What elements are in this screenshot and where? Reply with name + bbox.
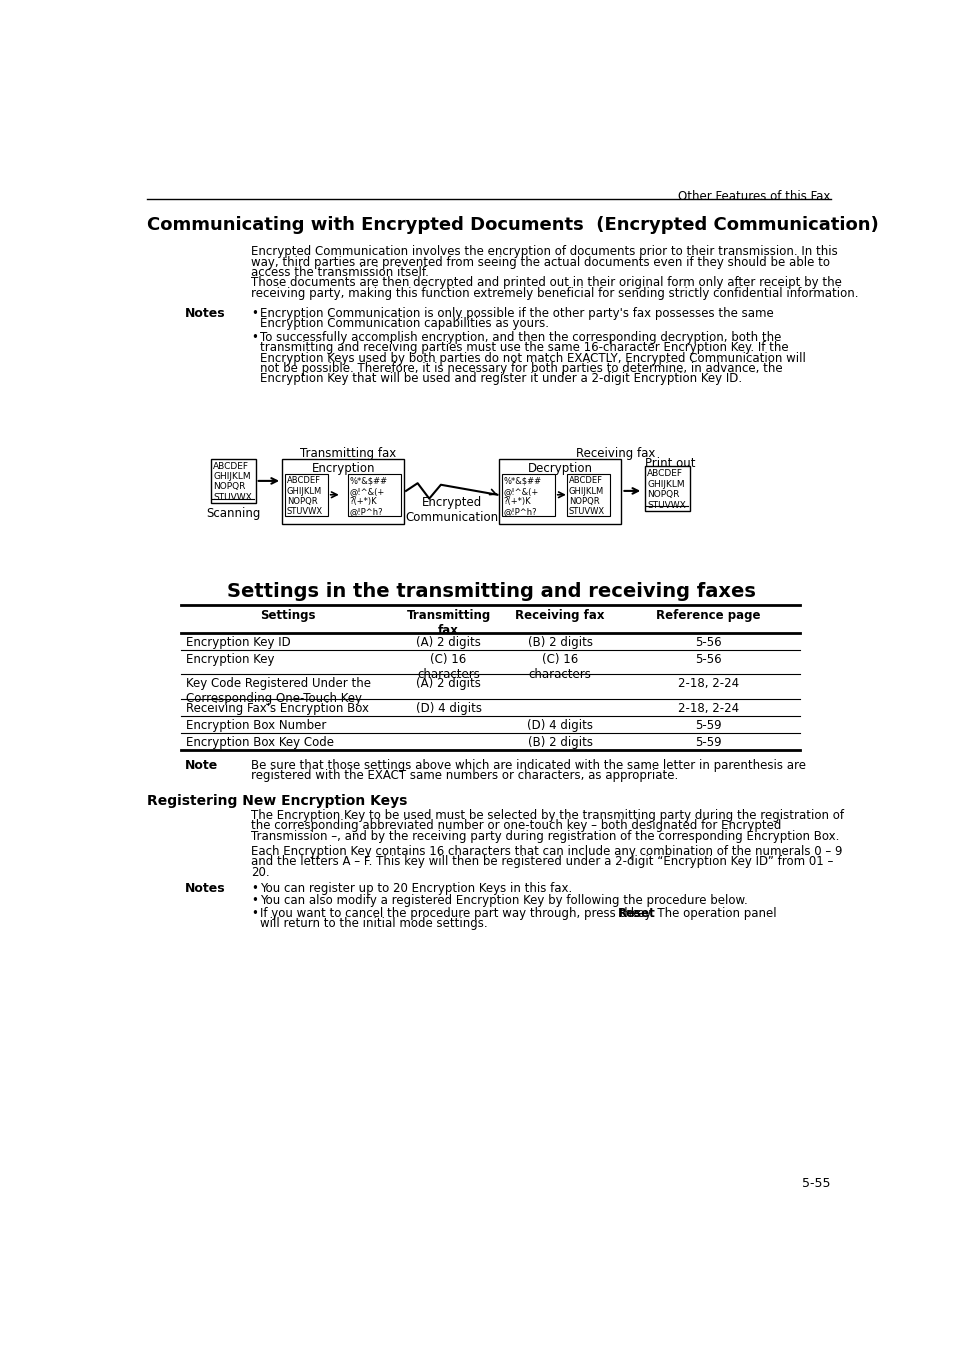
- Text: (D) 4 digits: (D) 4 digits: [416, 703, 481, 715]
- Text: Receiving fax: Receiving fax: [575, 447, 655, 461]
- Bar: [498, 458, 620, 524]
- Text: Those documents are then decrypted and printed out in their original form only a: Those documents are then decrypted and p…: [251, 277, 841, 289]
- Text: Scanning: Scanning: [206, 507, 260, 520]
- Bar: [348, 474, 400, 516]
- Text: Settings in the transmitting and receiving faxes: Settings in the transmitting and receivi…: [227, 582, 755, 601]
- Text: Encryption Key: Encryption Key: [186, 653, 274, 666]
- Text: ABCDEF
GHIJKLM
NOPQR
STUVWX: ABCDEF GHIJKLM NOPQR STUVWX: [213, 462, 252, 501]
- Text: Transmission –, and by the receiving party during registration of the correspond: Transmission –, and by the receiving par…: [251, 830, 839, 843]
- Text: •: •: [251, 331, 257, 343]
- Text: 5-56: 5-56: [695, 636, 721, 648]
- Text: Encryption Key ID: Encryption Key ID: [186, 636, 291, 648]
- Text: •: •: [251, 894, 257, 908]
- Text: Encryption Box Key Code: Encryption Box Key Code: [186, 736, 334, 748]
- Text: not be possible. Therefore, it is necessary for both parties to determine, in ad: not be possible. Therefore, it is necess…: [260, 362, 782, 376]
- Text: the corresponding abbreviated number or one-touch key – both designated for Encr: the corresponding abbreviated number or …: [251, 819, 781, 832]
- Bar: [285, 474, 328, 516]
- Text: Notes: Notes: [185, 882, 226, 896]
- Bar: [282, 458, 404, 524]
- Text: •: •: [251, 907, 257, 920]
- Text: Key Code Registered Under the
Corresponding One-Touch Key: Key Code Registered Under the Correspond…: [186, 677, 371, 705]
- Text: 2-18, 2-24: 2-18, 2-24: [678, 677, 739, 690]
- Text: Encrypted
Communication: Encrypted Communication: [405, 496, 497, 524]
- Text: 5-59: 5-59: [695, 719, 721, 732]
- Text: %*&$##
@!^&(+
?(+*)K
@!P^h?: %*&$## @!^&(+ ?(+*)K @!P^h?: [503, 477, 541, 516]
- Text: Encryption Box Number: Encryption Box Number: [186, 719, 326, 732]
- Text: 5-59: 5-59: [695, 736, 721, 748]
- Bar: [501, 474, 555, 516]
- Text: registered with the EXACT same numbers or characters, as appropriate.: registered with the EXACT same numbers o…: [251, 769, 678, 782]
- Text: Receiving fax: Receiving fax: [515, 609, 604, 621]
- Text: receiving party, making this function extremely beneficial for sending strictly : receiving party, making this function ex…: [251, 286, 858, 300]
- Text: Encryption Key that will be used and register it under a 2-digit Encryption Key : Encryption Key that will be used and reg…: [260, 373, 741, 385]
- Text: (A) 2 digits: (A) 2 digits: [416, 677, 480, 690]
- Text: 20.: 20.: [251, 866, 270, 878]
- Text: Other Features of this Fax: Other Features of this Fax: [678, 190, 830, 203]
- Text: 2-18, 2-24: 2-18, 2-24: [678, 703, 739, 715]
- Text: (C) 16
characters: (C) 16 characters: [416, 653, 479, 681]
- Text: Encryption Communication capabilities as yours.: Encryption Communication capabilities as…: [260, 317, 549, 330]
- Text: Reset: Reset: [617, 907, 655, 920]
- Text: Print out: Print out: [644, 457, 695, 470]
- Text: Encrypted Communication involves the encryption of documents prior to their tran: Encrypted Communication involves the enc…: [251, 246, 837, 258]
- Text: (C) 16
characters: (C) 16 characters: [528, 653, 591, 681]
- Text: 5-56: 5-56: [695, 653, 721, 666]
- Text: Encryption Communication is only possible if the other party's fax possesses the: Encryption Communication is only possibl…: [260, 307, 773, 320]
- Text: transmitting and receiving parties must use the same 16-character Encryption Key: transmitting and receiving parties must …: [260, 342, 788, 354]
- Text: You can also modify a registered Encryption Key by following the procedure below: You can also modify a registered Encrypt…: [260, 894, 747, 908]
- Text: will return to the initial mode settings.: will return to the initial mode settings…: [260, 917, 487, 929]
- Text: and the letters A – F. This key will then be registered under a 2-digit “Encrypt: and the letters A – F. This key will the…: [251, 855, 833, 869]
- Text: Encryption: Encryption: [311, 462, 375, 474]
- Text: Reference page: Reference page: [656, 609, 760, 621]
- Text: •: •: [251, 882, 257, 896]
- Text: (D) 4 digits: (D) 4 digits: [527, 719, 593, 732]
- Text: Decryption: Decryption: [527, 462, 592, 474]
- Text: key. The operation panel: key. The operation panel: [626, 907, 776, 920]
- Text: To successfully accomplish encryption, and then the corresponding decryption, bo: To successfully accomplish encryption, a…: [260, 331, 781, 343]
- Text: 5-55: 5-55: [801, 1177, 830, 1190]
- Text: %*&$##
@!^&(+
?(+*)K
@!P^h?: %*&$## @!^&(+ ?(+*)K @!P^h?: [349, 477, 387, 516]
- Text: Settings: Settings: [260, 609, 315, 621]
- Text: Encryption Keys used by both parties do not match EXACTLY, Encrypted Communicati: Encryption Keys used by both parties do …: [260, 351, 805, 365]
- Text: Notes: Notes: [185, 307, 226, 320]
- Text: Transmitting fax: Transmitting fax: [299, 447, 395, 461]
- Text: Registering New Encryption Keys: Registering New Encryption Keys: [147, 793, 407, 808]
- Text: •: •: [251, 307, 257, 320]
- Text: You can register up to 20 Encryption Keys in this fax.: You can register up to 20 Encryption Key…: [260, 882, 572, 896]
- Text: Receiving Fax's Encryption Box: Receiving Fax's Encryption Box: [186, 703, 369, 715]
- Text: ABCDEF
GHIJKLM
NOPQR
STUVWX: ABCDEF GHIJKLM NOPQR STUVWX: [286, 477, 322, 516]
- Text: access the transmission itself.: access the transmission itself.: [251, 266, 429, 280]
- Text: way, third parties are prevented from seeing the actual documents even if they s: way, third parties are prevented from se…: [251, 255, 829, 269]
- Text: (B) 2 digits: (B) 2 digits: [527, 636, 592, 648]
- Text: Each Encryption Key contains 16 characters that can include any combination of t: Each Encryption Key contains 16 characte…: [251, 844, 841, 858]
- Text: ABCDEF
GHIJKLM
NOPQR
STUVWX: ABCDEF GHIJKLM NOPQR STUVWX: [568, 477, 604, 516]
- Bar: [644, 466, 689, 511]
- Text: The Encryption Key to be used must be selected by the transmitting party during : The Encryption Key to be used must be se…: [251, 809, 843, 821]
- Text: Note: Note: [185, 759, 218, 771]
- Text: (B) 2 digits: (B) 2 digits: [527, 736, 592, 748]
- Text: (A) 2 digits: (A) 2 digits: [416, 636, 480, 648]
- Text: Be sure that those settings above which are indicated with the same letter in pa: Be sure that those settings above which …: [251, 759, 805, 771]
- Text: Transmitting
fax: Transmitting fax: [406, 609, 490, 636]
- Bar: [567, 474, 609, 516]
- Text: ABCDEF
GHIJKLM
NOPQR
STUVWX: ABCDEF GHIJKLM NOPQR STUVWX: [646, 469, 685, 509]
- Text: If you want to cancel the procedure part way through, press the: If you want to cancel the procedure part…: [260, 907, 642, 920]
- Text: Communicating with Encrypted Documents  (Encrypted Communication): Communicating with Encrypted Documents (…: [147, 216, 878, 234]
- Bar: [211, 458, 255, 503]
